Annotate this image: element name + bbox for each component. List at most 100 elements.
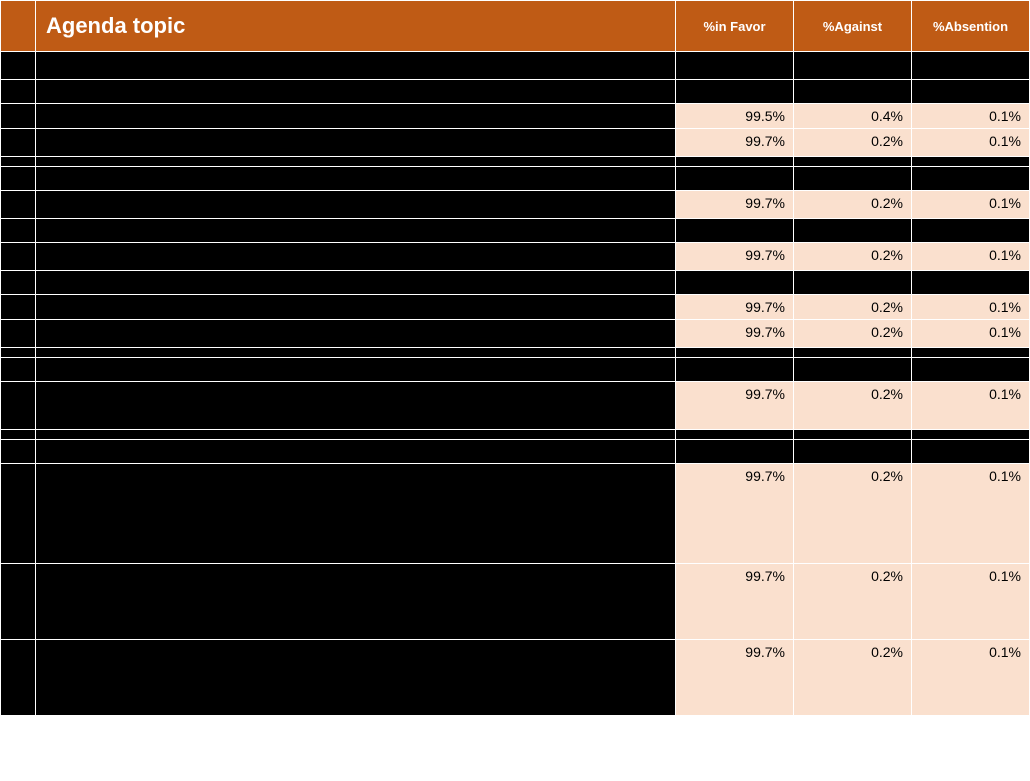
row-topic-cell (36, 295, 676, 320)
row-topic-cell (36, 129, 676, 157)
row-against-cell: 0.4% (794, 104, 912, 129)
row-topic-cell (36, 167, 676, 191)
row-abstention-cell: 0.1% (912, 129, 1030, 157)
table-row: 99.7%0.2%0.1% (1, 382, 1030, 430)
row-against-cell: 0.2% (794, 191, 912, 219)
row-number-cell (1, 271, 36, 295)
row-against-cell (794, 358, 912, 382)
row-number-cell (1, 52, 36, 80)
table-row (1, 440, 1030, 464)
row-abstention-cell (912, 157, 1030, 167)
row-favor-cell: 99.7% (676, 640, 794, 716)
row-number-cell (1, 358, 36, 382)
row-against-cell (794, 271, 912, 295)
row-abstention-cell: 0.1% (912, 564, 1030, 640)
table-body: 99.5%0.4%0.1%99.7%0.2%0.1%99.7%0.2%0.1%9… (1, 52, 1030, 716)
table-row (1, 52, 1030, 80)
row-abstention-cell: 0.1% (912, 464, 1030, 564)
row-number-cell (1, 295, 36, 320)
row-favor-cell: 99.7% (676, 382, 794, 430)
row-number-cell (1, 104, 36, 129)
row-favor-cell (676, 219, 794, 243)
row-number-cell (1, 167, 36, 191)
row-favor-cell (676, 167, 794, 191)
row-abstention-cell: 0.1% (912, 382, 1030, 430)
row-against-cell (794, 219, 912, 243)
row-abstention-cell: 0.1% (912, 640, 1030, 716)
row-against-cell (794, 80, 912, 104)
row-topic-cell (36, 464, 676, 564)
table-row: 99.5%0.4%0.1% (1, 104, 1030, 129)
row-favor-cell (676, 80, 794, 104)
row-number-cell (1, 243, 36, 271)
row-against-cell (794, 430, 912, 440)
row-favor-cell: 99.7% (676, 295, 794, 320)
row-favor-cell: 99.7% (676, 129, 794, 157)
table-header: Agenda topic %in Favor %Against %Absenti… (1, 1, 1030, 52)
row-against-cell (794, 167, 912, 191)
row-against-cell: 0.2% (794, 129, 912, 157)
header-against-col: %Against (794, 1, 912, 52)
row-against-cell: 0.2% (794, 564, 912, 640)
row-favor-cell: 99.7% (676, 191, 794, 219)
header-favor-col: %in Favor (676, 1, 794, 52)
row-topic-cell (36, 80, 676, 104)
row-against-cell: 0.2% (794, 640, 912, 716)
row-abstention-cell (912, 271, 1030, 295)
row-against-cell (794, 52, 912, 80)
row-number-cell (1, 640, 36, 716)
row-number-cell (1, 564, 36, 640)
row-favor-cell: 99.7% (676, 243, 794, 271)
row-number-cell (1, 191, 36, 219)
row-abstention-cell: 0.1% (912, 191, 1030, 219)
row-number-cell (1, 382, 36, 430)
row-against-cell (794, 440, 912, 464)
row-topic-cell (36, 440, 676, 464)
table-row: 99.7%0.2%0.1% (1, 191, 1030, 219)
row-number-cell (1, 430, 36, 440)
row-favor-cell (676, 440, 794, 464)
row-topic-cell (36, 358, 676, 382)
row-abstention-cell (912, 80, 1030, 104)
table-row: 99.7%0.2%0.1% (1, 464, 1030, 564)
row-abstention-cell (912, 430, 1030, 440)
row-against-cell: 0.2% (794, 320, 912, 348)
row-number-cell (1, 219, 36, 243)
table-row: 99.7%0.2%0.1% (1, 243, 1030, 271)
row-favor-cell (676, 430, 794, 440)
table-row (1, 80, 1030, 104)
row-against-cell (794, 157, 912, 167)
row-number-cell (1, 348, 36, 358)
row-topic-cell (36, 104, 676, 129)
table-row: 99.7%0.2%0.1% (1, 295, 1030, 320)
row-number-cell (1, 440, 36, 464)
row-abstention-cell (912, 358, 1030, 382)
table-row (1, 157, 1030, 167)
row-favor-cell: 99.5% (676, 104, 794, 129)
row-topic-cell (36, 191, 676, 219)
row-abstention-cell: 0.1% (912, 104, 1030, 129)
row-topic-cell (36, 430, 676, 440)
row-topic-cell (36, 348, 676, 358)
table-row: 99.7%0.2%0.1% (1, 564, 1030, 640)
row-favor-cell (676, 52, 794, 80)
row-topic-cell (36, 52, 676, 80)
row-abstention-cell (912, 440, 1030, 464)
row-abstention-cell: 0.1% (912, 243, 1030, 271)
row-abstention-cell (912, 219, 1030, 243)
header-topic-col: Agenda topic (36, 1, 676, 52)
row-abstention-cell: 0.1% (912, 295, 1030, 320)
row-against-cell (794, 348, 912, 358)
row-number-cell (1, 80, 36, 104)
row-topic-cell (36, 640, 676, 716)
table-row (1, 358, 1030, 382)
row-abstention-cell (912, 167, 1030, 191)
row-topic-cell (36, 157, 676, 167)
row-favor-cell (676, 157, 794, 167)
row-topic-cell (36, 382, 676, 430)
row-number-cell (1, 129, 36, 157)
row-abstention-cell (912, 348, 1030, 358)
agenda-voting-table: Agenda topic %in Favor %Against %Absenti… (0, 0, 1030, 716)
row-against-cell: 0.2% (794, 382, 912, 430)
table-row (1, 219, 1030, 243)
